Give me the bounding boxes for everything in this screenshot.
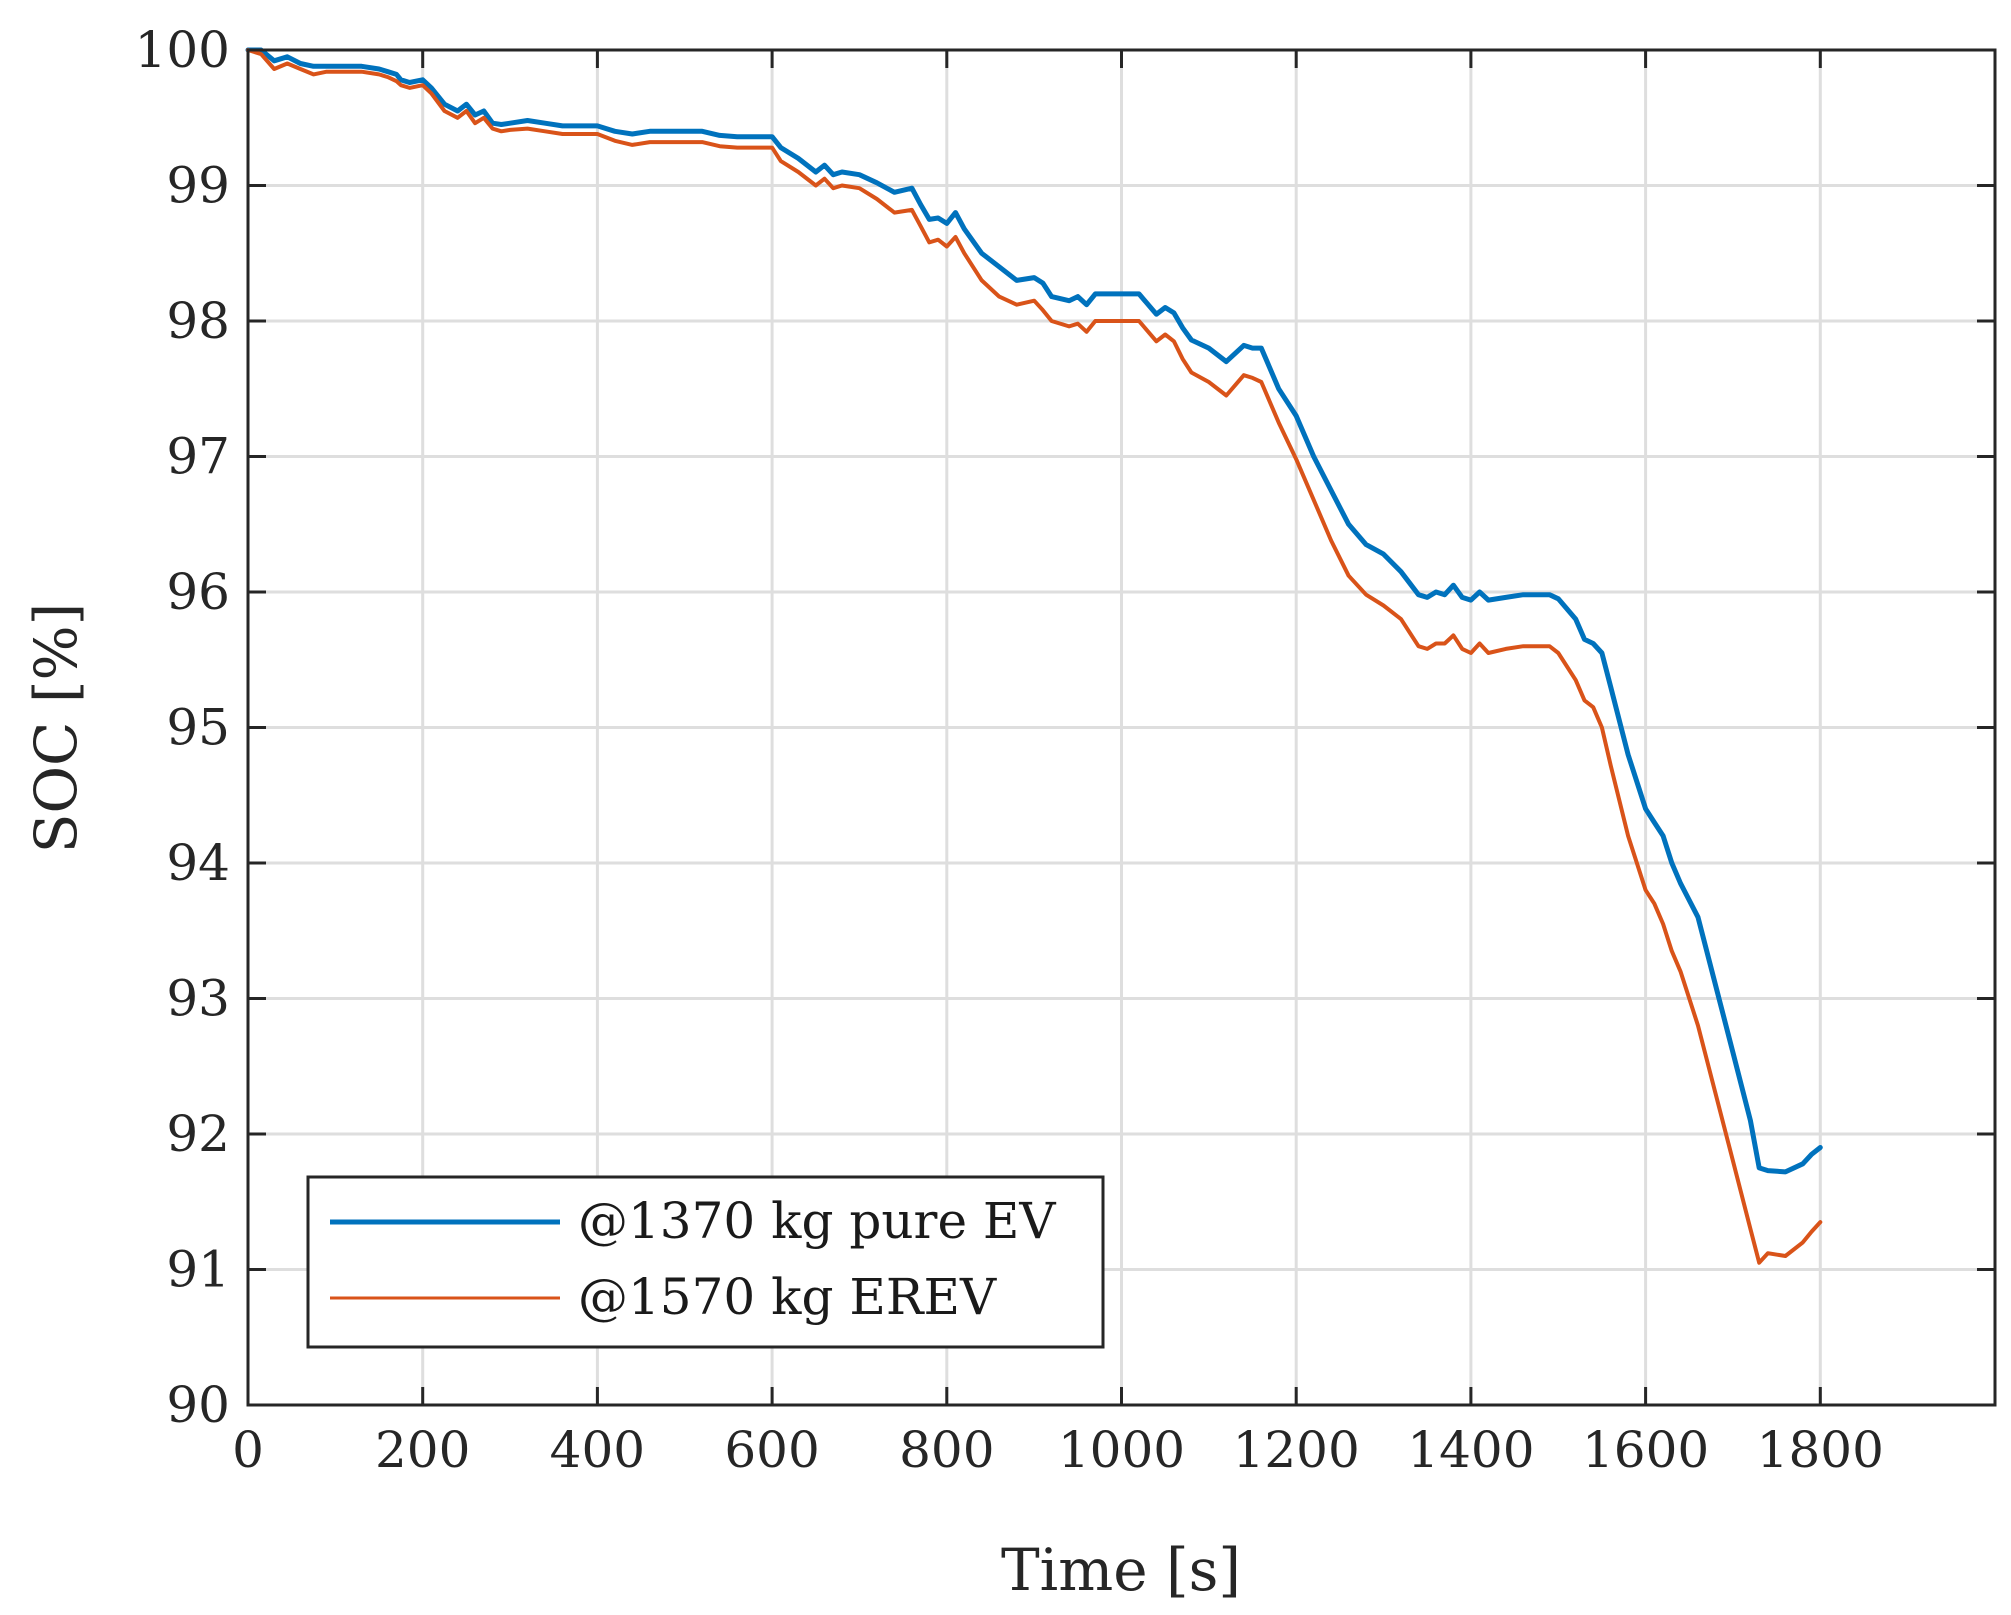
y-tick-label: 98 bbox=[166, 292, 230, 350]
x-tick-label: 1600 bbox=[1582, 1421, 1709, 1479]
y-tick-label: 100 bbox=[135, 21, 230, 79]
x-tick-label: 600 bbox=[724, 1421, 819, 1479]
y-tick-label: 91 bbox=[166, 1241, 230, 1299]
y-axis-label: SOC [%] bbox=[22, 603, 90, 853]
series-line-pure-ev bbox=[245, 47, 1823, 1175]
x-tick-label: 1400 bbox=[1407, 1421, 1534, 1479]
series-lines bbox=[245, 47, 1823, 1265]
y-tick-label: 94 bbox=[166, 834, 230, 892]
x-tick-label: 200 bbox=[375, 1421, 470, 1479]
legend: @1370 kg pure EV @1570 kg EREV bbox=[306, 1175, 1105, 1349]
legend-label-erev: @1570 kg EREV bbox=[578, 1268, 997, 1326]
ticks bbox=[246, 48, 1995, 1407]
y-tick-label: 90 bbox=[166, 1376, 230, 1434]
series-line-erev bbox=[246, 48, 1823, 1265]
y-tick-label: 97 bbox=[166, 428, 230, 486]
y-tick-label: 99 bbox=[166, 157, 230, 215]
x-tick-label: 0 bbox=[232, 1421, 264, 1479]
y-tick-label: 93 bbox=[166, 970, 230, 1028]
x-axis-label: Time [s] bbox=[1001, 1536, 1241, 1604]
x-tick-label: 400 bbox=[550, 1421, 645, 1479]
x-tick-label: 1000 bbox=[1058, 1421, 1185, 1479]
x-tick-label: 800 bbox=[899, 1421, 994, 1479]
x-tick-label: 1200 bbox=[1233, 1421, 1360, 1479]
x-tick-label: 1800 bbox=[1757, 1421, 1884, 1479]
y-tick-label: 95 bbox=[166, 699, 230, 757]
legend-label-pure-ev: @1370 kg pure EV bbox=[578, 1192, 1056, 1250]
tick-labels: 0 200 400 600 800 1000 1200 1400 1600 1800 90 91 92 9… bbox=[135, 21, 1884, 1479]
y-tick-label: 92 bbox=[166, 1105, 230, 1163]
legend-box bbox=[306, 1175, 1105, 1349]
y-tick-label: 96 bbox=[166, 563, 230, 621]
